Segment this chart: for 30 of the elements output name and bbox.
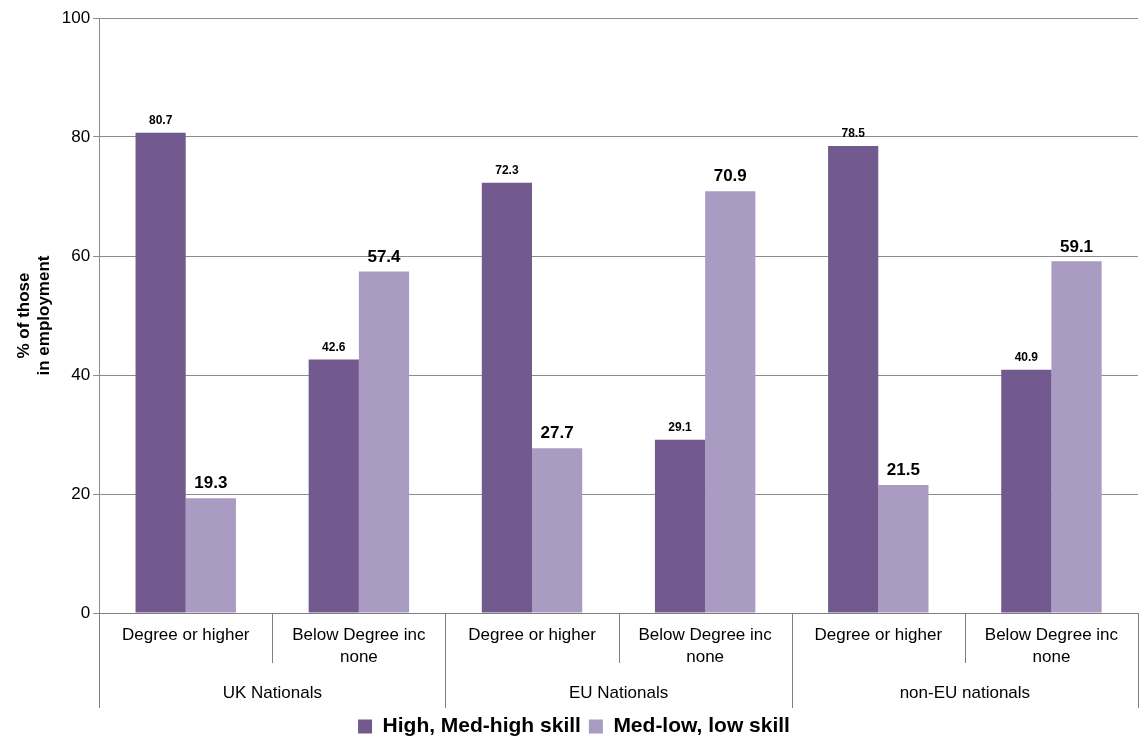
data-label: 27.7 [540,423,574,443]
x-tick-label: Degree or higher [468,624,597,644]
x-tick-label: Degree or higher [121,624,250,644]
y-tick-label: 40 [71,364,91,384]
y-tick-label: 80 [71,126,91,146]
data-label: 80.7 [148,113,173,128]
text: EU Nationals [568,682,669,702]
y-tick-label: 60 [71,245,91,265]
y-tick-label: 0 [80,602,91,622]
data-label: 42.6 [322,339,346,354]
data-label: 57.4 [367,246,402,266]
y-tick-label: 100 [61,7,91,27]
y-axis-title: % of those in employment [13,255,54,376]
legend-label: High, Med-high skill [382,713,581,737]
data-label: 19.3 [194,473,228,493]
data-label: 78.5 [841,126,866,141]
data-label: 29.1 [668,420,693,435]
data-label: 40.9 [1014,349,1039,364]
data-label: 59.1 [1059,236,1094,256]
data-label: 21.5 [886,460,920,480]
y-tick-label: 20 [71,483,91,503]
data-label: 72.3 [495,163,519,178]
x-tick-label: Below Degree inc none [984,624,1119,666]
text: UK Nationals [222,682,322,702]
x-tick-label: Below Degree inc none [638,624,773,666]
x-tick-label: Below Degree inc none [292,624,426,666]
legend-label: Med-low, low skill [613,713,790,737]
data-label: 70.9 [713,166,747,186]
text: non-EU nationals [899,682,1031,702]
x-tick-label: Degree or higher [814,624,943,644]
